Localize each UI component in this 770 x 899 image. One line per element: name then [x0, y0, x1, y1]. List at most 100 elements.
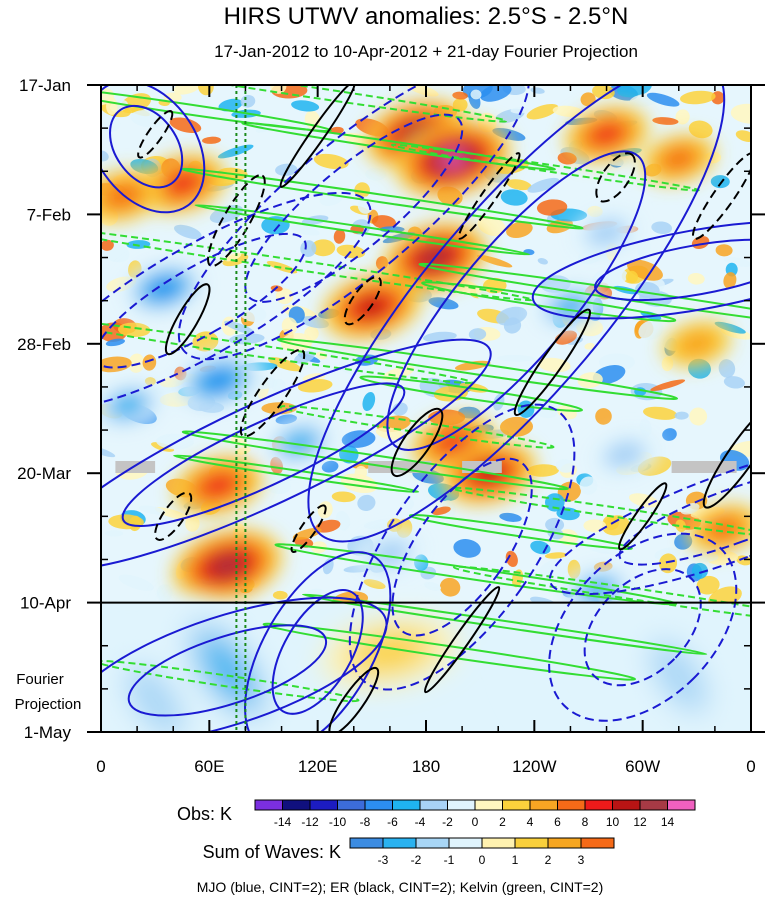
obs-cell [105, 338, 125, 347]
er-contour [457, 152, 521, 240]
obs-cell [557, 152, 577, 165]
obs-cell [255, 121, 280, 133]
obs-cell [577, 372, 603, 388]
obs-colorbar-box [584, 799, 613, 811]
obs-cell [544, 552, 568, 559]
warm-anomaly-center [203, 475, 234, 496]
mjo-contour [121, 382, 406, 527]
warm-anomaly-center [663, 148, 695, 170]
obs-colorbar-box [337, 799, 366, 811]
obs-cell [290, 225, 320, 236]
colorbar-tick-label: -2 [411, 853, 422, 867]
obs-cell [650, 379, 686, 392]
obs-cell [527, 177, 560, 193]
obs-cell [365, 167, 387, 181]
cool-anomaly-center [112, 394, 144, 417]
obs-cell [363, 519, 391, 529]
obs-cell [539, 557, 576, 577]
er-contours [137, 85, 751, 732]
er-contour [328, 666, 380, 732]
er-contour [164, 283, 211, 356]
x-tick-label: 60W [625, 757, 660, 776]
obs-cell [496, 306, 528, 326]
colorbar-tick-label: -6 [387, 815, 398, 829]
waves-colorbar-box [448, 837, 483, 849]
obs-cell [537, 258, 548, 265]
er-contour [423, 586, 501, 694]
er-contour [513, 308, 592, 417]
obs-cell [580, 92, 596, 107]
obs-cell [555, 459, 575, 473]
obs-cell [173, 85, 202, 95]
obs-cell [496, 354, 535, 362]
obs-colorbar-box [502, 799, 531, 811]
obs-cell [689, 407, 708, 426]
mjo-contour [109, 104, 184, 189]
mjo-contour [101, 191, 372, 410]
obs-cell [510, 107, 529, 114]
obs-cell [691, 562, 708, 579]
y-tick-label: 1-May [24, 723, 72, 742]
obs-cell [311, 239, 336, 257]
waves-colorbar-box [514, 837, 549, 849]
kelvin-contour [101, 85, 332, 132]
obs-cell [506, 179, 532, 191]
plot-area [101, 85, 751, 732]
warm-anomaly-center [592, 124, 621, 144]
obs-cell [156, 584, 173, 602]
obs-cell [652, 117, 679, 125]
kelvin-contour [181, 430, 569, 491]
obs-colorbar-box [474, 799, 503, 811]
cool-anomaly-center [283, 431, 316, 454]
obs-cell [101, 239, 114, 251]
er-contour [595, 152, 636, 203]
obs-cell [439, 577, 461, 597]
obs-cell [417, 355, 431, 375]
obs-cell [424, 582, 442, 591]
obs-cell [723, 256, 751, 267]
er-contour [154, 491, 193, 541]
obs-cell [185, 515, 200, 532]
obs-cell [375, 427, 405, 440]
obs-cell [675, 519, 687, 533]
mjo-contours [101, 85, 751, 732]
obs-cell [505, 550, 518, 567]
obs-cell [354, 465, 368, 480]
obs-cell [354, 182, 370, 199]
er-contour [137, 110, 174, 159]
obs-cell [723, 376, 745, 389]
obs-cell [266, 261, 298, 274]
obs-colorbar-box [282, 799, 311, 811]
obs-colorbar-box [254, 799, 283, 811]
kelvin-contour [194, 203, 530, 256]
obs-cell [643, 406, 678, 420]
obs-cell [333, 229, 346, 244]
waves-colorbar-box [547, 837, 582, 849]
mjo-contour [348, 403, 576, 691]
obs-cell [339, 445, 359, 464]
mjo-contour [583, 568, 702, 687]
obs-colorbar-box [364, 799, 393, 811]
waves-colorbar-box [580, 837, 615, 849]
obs-cell [163, 92, 182, 103]
obs-cell [202, 136, 221, 144]
y-tick-label: 10-Apr [20, 594, 71, 613]
obs-cell [687, 272, 705, 285]
obs-colorbar-box [529, 799, 558, 811]
obs-cell [321, 460, 339, 473]
y-tick-label: 20-Mar [17, 464, 71, 483]
projection-anomaly-center [126, 665, 185, 732]
obs-cell [499, 512, 522, 522]
kelvin-contour [418, 262, 751, 331]
colorbar-tick-label: 1 [512, 853, 519, 867]
obs-cell [639, 418, 652, 437]
obs-cell [272, 590, 288, 600]
obs-cell [476, 254, 513, 268]
obs-cell [637, 238, 651, 258]
waves-colorbar-label: Sum of Waves: K [203, 842, 341, 862]
obs-cell [679, 90, 716, 105]
colorbar-tick-label: 4 [527, 815, 534, 829]
obs-cell [536, 199, 568, 216]
chart-title: HIRS UTWV anomalies: 2.5°S - 2.5°N [224, 3, 629, 30]
obs-cell [662, 428, 677, 441]
